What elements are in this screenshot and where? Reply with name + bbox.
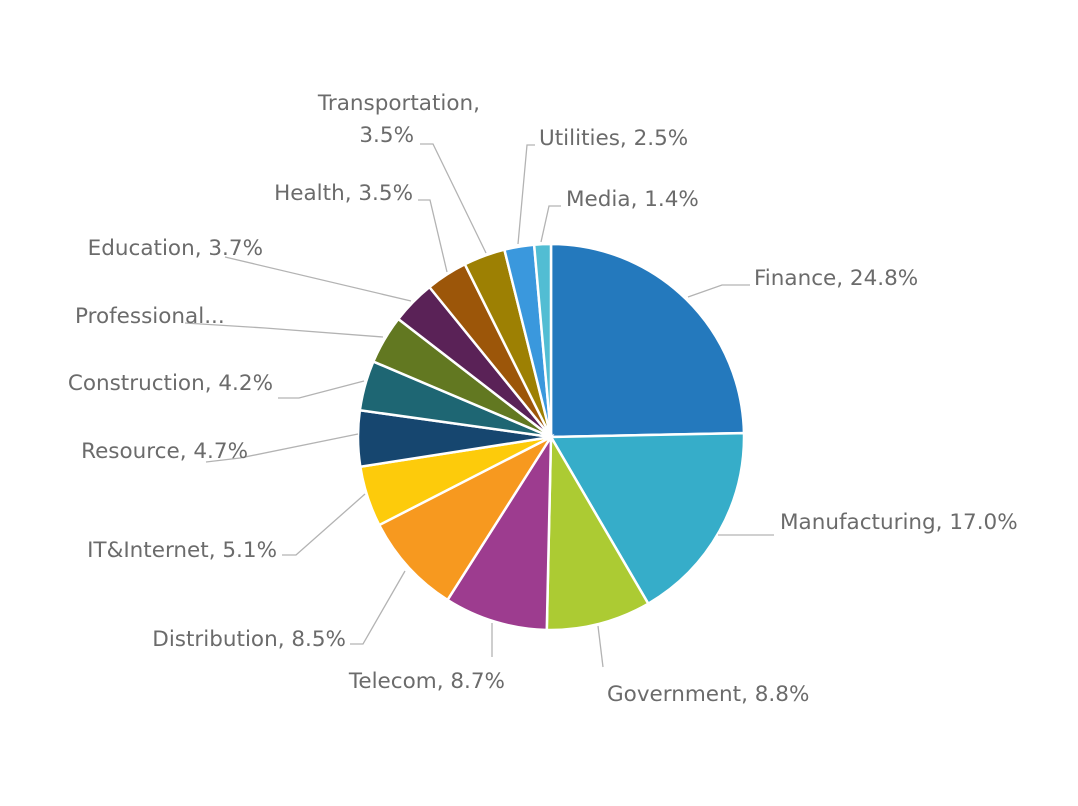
- leader-line-resource: [205, 433, 359, 463]
- slice-label-government: Government, 8.8%: [607, 682, 809, 707]
- slice-label-utilities: Utilities, 2.5%: [539, 126, 688, 151]
- leader-line-media: [540, 205, 561, 243]
- slice-label-education: Education, 3.7%: [88, 236, 263, 261]
- slice-label-professional: Professional...: [75, 304, 225, 329]
- leader-line-government: [597, 625, 604, 668]
- leader-line-transportation: [420, 143, 487, 254]
- slice-label-manufacturing: Manufacturing, 17.0%: [780, 510, 1018, 535]
- slice-media: [532, 242, 553, 438]
- slice-label-construction: Construction, 4.2%: [68, 371, 273, 396]
- slice-label-telecom: Telecom, 8.7%: [348, 669, 505, 694]
- slice-government: [545, 432, 650, 632]
- slice-telecom: [445, 432, 553, 632]
- slice-label-finance: Finance, 24.8%: [754, 266, 918, 291]
- slice-label-media: Media, 1.4%: [566, 187, 699, 212]
- slice-distribution: [377, 433, 555, 602]
- leader-line-distribution: [350, 570, 406, 645]
- slice-label-health: Health, 3.5%: [274, 181, 413, 206]
- slice-manufacturing: [548, 431, 746, 606]
- slice-labels: Finance, 24.8% Manufacturing, 17.0% Govern…: [68, 91, 1018, 707]
- leader-line-construction: [278, 380, 365, 399]
- leader-line-professional: [184, 322, 384, 338]
- leader-lines: [184, 143, 774, 668]
- leader-line-education: [224, 256, 412, 302]
- leader-line-finance: [687, 284, 750, 298]
- slice-label-transportation: Transportation, 3.5%: [317, 91, 480, 148]
- slice-finance: [549, 242, 746, 439]
- leader-line-utilities: [517, 144, 535, 245]
- slice-label-distribution: Distribution, 8.5%: [152, 627, 346, 652]
- leader-line-it-internet: [282, 493, 366, 556]
- pie-slices: [356, 242, 746, 632]
- slice-label-resource: Resource, 4.7%: [81, 439, 248, 464]
- slice-label-it-internet: IT&Internet, 5.1%: [87, 538, 277, 563]
- leader-line-health: [418, 199, 448, 273]
